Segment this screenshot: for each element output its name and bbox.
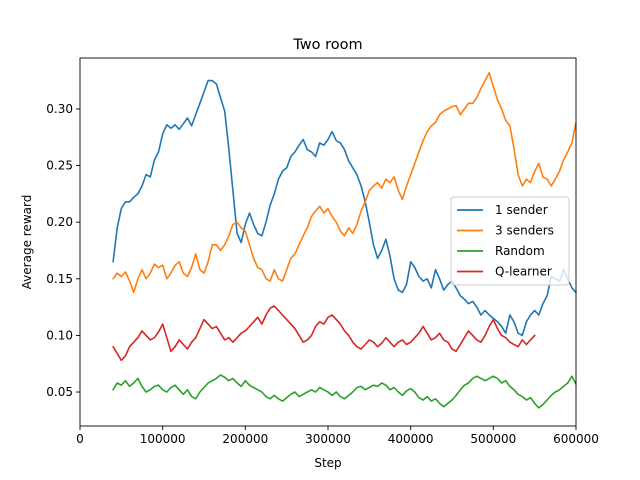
x-tick-label: 500000: [470, 432, 516, 446]
x-axis-label: Step: [314, 456, 341, 470]
y-tick-label: 0.10: [46, 328, 73, 342]
legend-label: Random: [495, 244, 545, 258]
legend: 1 sender 3 senders Random Q-learner: [450, 196, 570, 286]
y-tick-label: 0.30: [46, 102, 73, 116]
x-axis: 0 100000 200000 300000 400000 500000 600000: [76, 426, 599, 446]
y-tick-label: 0.20: [46, 215, 73, 229]
series-line-2: [112, 71, 577, 294]
chart-title: Two room: [292, 37, 362, 53]
legend-box: [450, 196, 570, 286]
y-axis: 0.05 0.10 0.15 0.20 0.25 0.30: [46, 102, 80, 399]
series-line-4: [112, 305, 536, 362]
x-tick-label: 200000: [222, 432, 268, 446]
y-axis-label: Average reward: [20, 195, 34, 290]
x-tick-label: 0: [76, 432, 84, 446]
y-tick-label: 0.15: [46, 272, 73, 286]
series-line-1: [112, 79, 577, 337]
y-tick-label: 0.25: [46, 159, 73, 173]
x-tick-label: 400000: [388, 432, 434, 446]
legend-label: 3 senders: [495, 224, 554, 238]
y-tick-label: 0.05: [46, 385, 73, 399]
x-tick-label: 100000: [140, 432, 186, 446]
series-layer: [112, 71, 577, 409]
legend-label: 1 sender: [495, 203, 548, 217]
x-tick-label: 600000: [553, 432, 599, 446]
x-tick-label: 300000: [305, 432, 351, 446]
series-line-3: [112, 374, 577, 409]
legend-label: Q-learner: [495, 265, 552, 279]
